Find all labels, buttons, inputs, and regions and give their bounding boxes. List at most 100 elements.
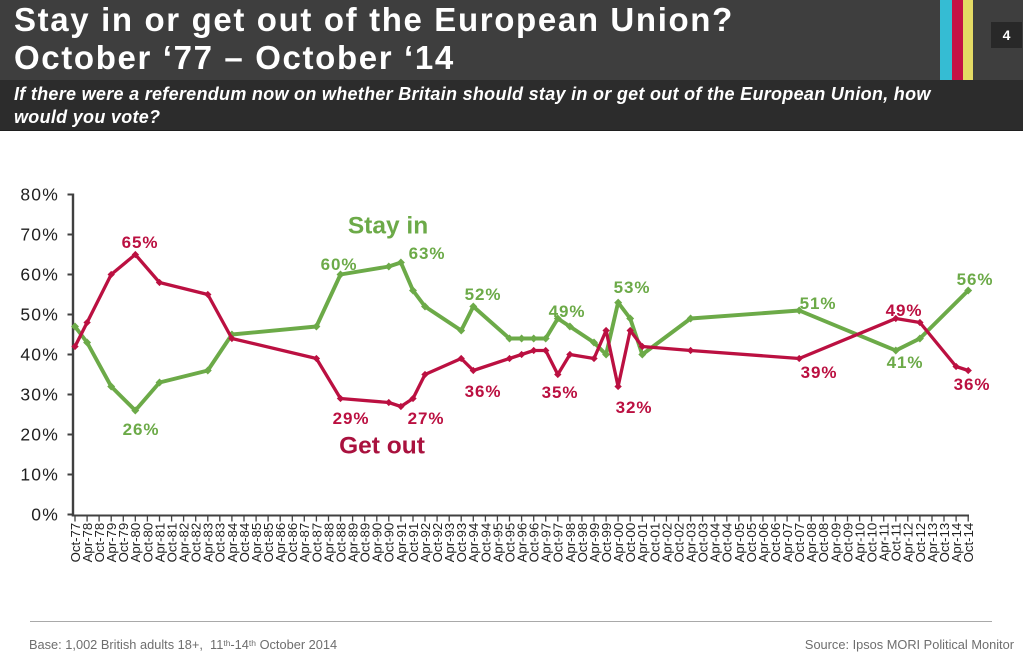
svg-text:Oct-01: Oct-01 bbox=[647, 523, 662, 563]
svg-text:36%: 36% bbox=[954, 375, 991, 394]
svg-text:60%: 60% bbox=[321, 255, 358, 274]
svg-text:Apr-80: Apr-80 bbox=[128, 523, 143, 563]
svg-text:53%: 53% bbox=[614, 278, 651, 297]
svg-text:Apr-06: Apr-06 bbox=[756, 523, 771, 563]
svg-text:Stay in: Stay in bbox=[348, 213, 428, 240]
svg-text:Apr-96: Apr-96 bbox=[515, 523, 530, 563]
svg-text:Oct-95: Oct-95 bbox=[502, 523, 517, 563]
svg-text:Apr-02: Apr-02 bbox=[659, 523, 674, 563]
svg-text:41%: 41% bbox=[887, 353, 924, 372]
svg-text:Apr-93: Apr-93 bbox=[442, 523, 457, 563]
svg-text:65%: 65% bbox=[122, 233, 159, 252]
svg-text:Oct-13: Oct-13 bbox=[937, 523, 952, 563]
svg-text:Oct-08: Oct-08 bbox=[816, 523, 831, 563]
svg-text:51%: 51% bbox=[800, 294, 837, 313]
svg-text:Apr-87: Apr-87 bbox=[297, 523, 312, 563]
svg-text:Oct-84: Oct-84 bbox=[237, 523, 252, 563]
svg-text:Apr-95: Apr-95 bbox=[490, 523, 505, 563]
svg-text:63%: 63% bbox=[409, 244, 446, 263]
svg-text:Oct-97: Oct-97 bbox=[551, 523, 566, 563]
svg-text:Apr-00: Apr-00 bbox=[611, 523, 626, 563]
svg-text:50%: 50% bbox=[20, 305, 59, 325]
svg-text:0%: 0% bbox=[31, 505, 59, 525]
svg-text:Oct-80: Oct-80 bbox=[140, 523, 155, 563]
svg-text:Apr-12: Apr-12 bbox=[901, 523, 916, 563]
svg-text:29%: 29% bbox=[333, 409, 370, 428]
svg-text:Apr-81: Apr-81 bbox=[152, 523, 167, 563]
svg-text:Apr-10: Apr-10 bbox=[853, 523, 868, 563]
svg-text:Oct-86: Oct-86 bbox=[285, 523, 300, 563]
svg-text:39%: 39% bbox=[801, 363, 838, 382]
svg-text:70%: 70% bbox=[20, 225, 59, 245]
svg-text:Oct-92: Oct-92 bbox=[430, 523, 445, 563]
svg-text:Apr-14: Apr-14 bbox=[949, 523, 964, 563]
svg-text:Apr-90: Apr-90 bbox=[370, 523, 385, 563]
svg-text:Oct-93: Oct-93 bbox=[454, 523, 469, 563]
svg-text:Apr-99: Apr-99 bbox=[587, 523, 602, 563]
svg-text:Oct-83: Oct-83 bbox=[213, 523, 228, 563]
svg-text:Apr-88: Apr-88 bbox=[321, 523, 336, 563]
svg-text:Apr-09: Apr-09 bbox=[828, 523, 843, 563]
svg-text:Oct-91: Oct-91 bbox=[406, 523, 421, 563]
svg-text:Oct-10: Oct-10 bbox=[865, 523, 880, 563]
svg-text:Oct-94: Oct-94 bbox=[478, 523, 493, 563]
svg-text:Oct-02: Oct-02 bbox=[671, 523, 686, 563]
svg-text:Get out: Get out bbox=[339, 433, 425, 460]
svg-text:Oct-99: Oct-99 bbox=[599, 523, 614, 563]
svg-text:36%: 36% bbox=[465, 382, 502, 401]
svg-text:30%: 30% bbox=[20, 385, 59, 405]
svg-text:Oct-03: Oct-03 bbox=[696, 523, 711, 563]
svg-text:Oct-77: Oct-77 bbox=[68, 523, 83, 563]
svg-text:Oct-04: Oct-04 bbox=[720, 523, 735, 563]
svg-text:Apr-05: Apr-05 bbox=[732, 523, 747, 563]
svg-text:Oct-88: Oct-88 bbox=[333, 523, 348, 563]
svg-text:Oct-89: Oct-89 bbox=[358, 523, 373, 563]
svg-text:Apr-86: Apr-86 bbox=[273, 523, 288, 563]
svg-text:Apr-07: Apr-07 bbox=[780, 523, 795, 563]
svg-text:26%: 26% bbox=[123, 420, 160, 439]
svg-text:Oct-87: Oct-87 bbox=[309, 523, 324, 563]
svg-text:56%: 56% bbox=[957, 270, 994, 289]
svg-text:Apr-78: Apr-78 bbox=[80, 523, 95, 563]
svg-text:49%: 49% bbox=[549, 302, 586, 321]
svg-text:Oct-85: Oct-85 bbox=[261, 523, 276, 563]
svg-text:35%: 35% bbox=[542, 383, 579, 402]
svg-text:Oct-12: Oct-12 bbox=[913, 523, 928, 563]
svg-text:80%: 80% bbox=[20, 185, 59, 205]
svg-text:Apr-79: Apr-79 bbox=[104, 523, 119, 563]
svg-text:Oct-98: Oct-98 bbox=[575, 523, 590, 563]
svg-text:Oct-14: Oct-14 bbox=[961, 523, 976, 563]
svg-text:Apr-85: Apr-85 bbox=[249, 523, 264, 563]
svg-text:Oct-09: Oct-09 bbox=[840, 523, 855, 563]
svg-text:Apr-98: Apr-98 bbox=[563, 523, 578, 563]
svg-text:Oct-78: Oct-78 bbox=[92, 523, 107, 563]
svg-text:10%: 10% bbox=[20, 465, 59, 485]
svg-text:Oct-79: Oct-79 bbox=[116, 523, 131, 563]
svg-text:60%: 60% bbox=[20, 265, 59, 285]
svg-text:Apr-82: Apr-82 bbox=[177, 523, 192, 563]
svg-text:Apr-11: Apr-11 bbox=[877, 523, 892, 562]
svg-text:52%: 52% bbox=[465, 285, 502, 304]
svg-text:Oct-82: Oct-82 bbox=[189, 523, 204, 563]
svg-text:Oct-05: Oct-05 bbox=[744, 523, 759, 563]
svg-text:Apr-84: Apr-84 bbox=[225, 523, 240, 563]
svg-text:Apr-94: Apr-94 bbox=[466, 523, 481, 563]
svg-text:27%: 27% bbox=[408, 409, 445, 428]
svg-text:40%: 40% bbox=[20, 345, 59, 365]
svg-text:Apr-08: Apr-08 bbox=[804, 523, 819, 563]
svg-text:Oct-90: Oct-90 bbox=[382, 523, 397, 563]
svg-text:20%: 20% bbox=[20, 425, 59, 445]
svg-text:Oct-07: Oct-07 bbox=[792, 523, 807, 563]
svg-text:Oct-00: Oct-00 bbox=[623, 523, 638, 563]
svg-text:Apr-13: Apr-13 bbox=[925, 523, 940, 563]
svg-text:Oct-06: Oct-06 bbox=[768, 523, 783, 563]
svg-text:Apr-03: Apr-03 bbox=[684, 523, 699, 563]
svg-text:Oct-96: Oct-96 bbox=[527, 523, 542, 563]
svg-text:Apr-04: Apr-04 bbox=[708, 523, 723, 563]
svg-text:Apr-97: Apr-97 bbox=[539, 523, 554, 563]
svg-text:Apr-91: Apr-91 bbox=[394, 523, 409, 563]
svg-text:Apr-01: Apr-01 bbox=[635, 523, 650, 563]
svg-text:Apr-89: Apr-89 bbox=[346, 523, 361, 563]
svg-text:32%: 32% bbox=[616, 398, 653, 417]
svg-text:Apr-83: Apr-83 bbox=[201, 523, 216, 563]
